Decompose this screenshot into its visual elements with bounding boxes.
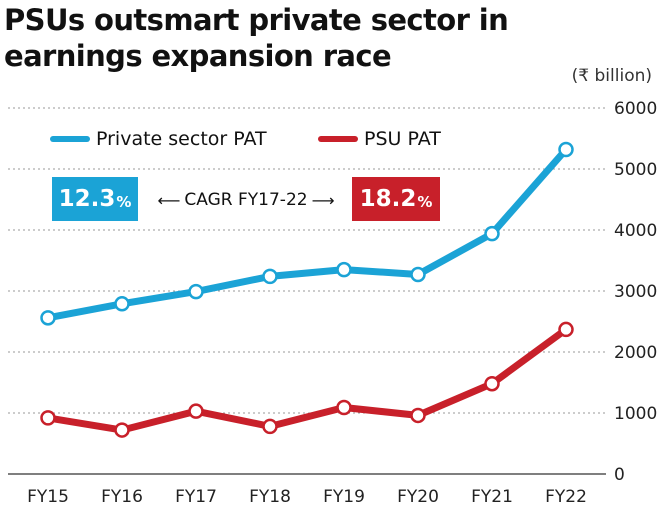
unit-label: (₹ billion): [571, 66, 652, 86]
title-line-2: earnings expansion race: [4, 39, 392, 73]
y-tick-label: 6000: [614, 99, 657, 119]
legend-label-private: Private sector PAT: [96, 128, 267, 150]
data-point-psu: [336, 399, 352, 416]
data-point-private: [410, 266, 426, 283]
data-point-private: [188, 283, 204, 300]
legend-item-psu: PSU PAT: [318, 128, 441, 150]
x-tick-label: FY17: [175, 487, 217, 507]
data-point-private: [40, 310, 56, 326]
data-point-private: [336, 261, 352, 278]
legend-item-private: Private sector PAT: [50, 128, 267, 150]
data-point-private: [484, 225, 500, 242]
legend-swatch-private: [50, 136, 90, 142]
x-tick-label: FY20: [397, 487, 439, 507]
y-tick-label: 1000: [614, 404, 657, 424]
cagr-text: CAGR FY17-22: [184, 190, 308, 210]
y-tick-label: 2000: [614, 343, 657, 363]
data-point-psu: [410, 407, 426, 424]
data-point-private: [558, 141, 574, 158]
cagr-label: ⟵ CAGR FY17-22 ⟶: [140, 190, 352, 210]
legend-label-psu: PSU PAT: [364, 128, 441, 150]
data-point-psu: [484, 375, 500, 392]
x-tick-label: FY15: [27, 487, 69, 507]
data-point-private: [262, 268, 278, 285]
private-cagr-value: 12.3: [58, 186, 116, 212]
x-tick-label: FY21: [471, 487, 513, 507]
data-point-psu: [188, 403, 204, 419]
x-tick-label: FY22: [545, 487, 587, 507]
series-line-private: [44, 146, 570, 322]
private-cagr-badge: 12.3%: [52, 177, 138, 221]
y-tick-label: 3000: [614, 282, 657, 302]
data-point-psu: [558, 321, 574, 338]
x-tick-label: FY19: [323, 487, 365, 507]
chart-title: PSUs outsmart private sector in earnings…: [4, 2, 509, 74]
psu-cagr-value: 18.2: [359, 186, 417, 212]
series-line-psu: [44, 325, 570, 434]
data-point-psu: [114, 422, 130, 438]
x-tick-label: FY16: [101, 487, 143, 507]
data-point-psu: [40, 410, 56, 426]
arrow-right-icon: ⟶: [311, 190, 335, 210]
psu-cagr-badge: 18.2%: [352, 177, 440, 221]
x-tick-label: FY18: [249, 487, 291, 507]
data-point-private: [114, 296, 130, 312]
y-tick-label: 4000: [614, 221, 657, 241]
data-point-psu: [262, 418, 278, 435]
arrow-left-icon: ⟵: [157, 190, 181, 210]
y-tick-label: 0: [614, 465, 625, 485]
title-line-1: PSUs outsmart private sector in: [4, 3, 509, 37]
legend-swatch-psu: [318, 136, 358, 142]
y-tick-label: 5000: [614, 160, 657, 180]
psu-cagr-percent: %: [417, 193, 433, 211]
private-cagr-percent: %: [116, 193, 132, 211]
